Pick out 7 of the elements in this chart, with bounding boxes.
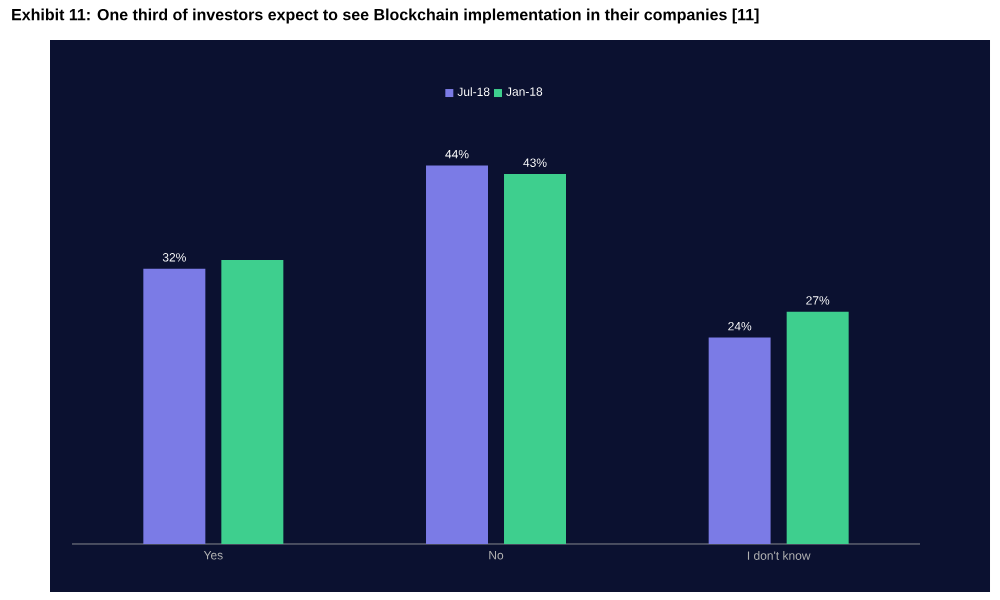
chart-title: Exhibit 11: One third of investors expect to see Blockchain implementation in their companies [11] — [12, 8, 759, 24]
bar — [786, 311, 849, 544]
bar — [143, 268, 206, 544]
bar — [504, 174, 567, 544]
bar — [221, 260, 284, 544]
bar — [708, 337, 771, 544]
bar — [426, 165, 488, 544]
